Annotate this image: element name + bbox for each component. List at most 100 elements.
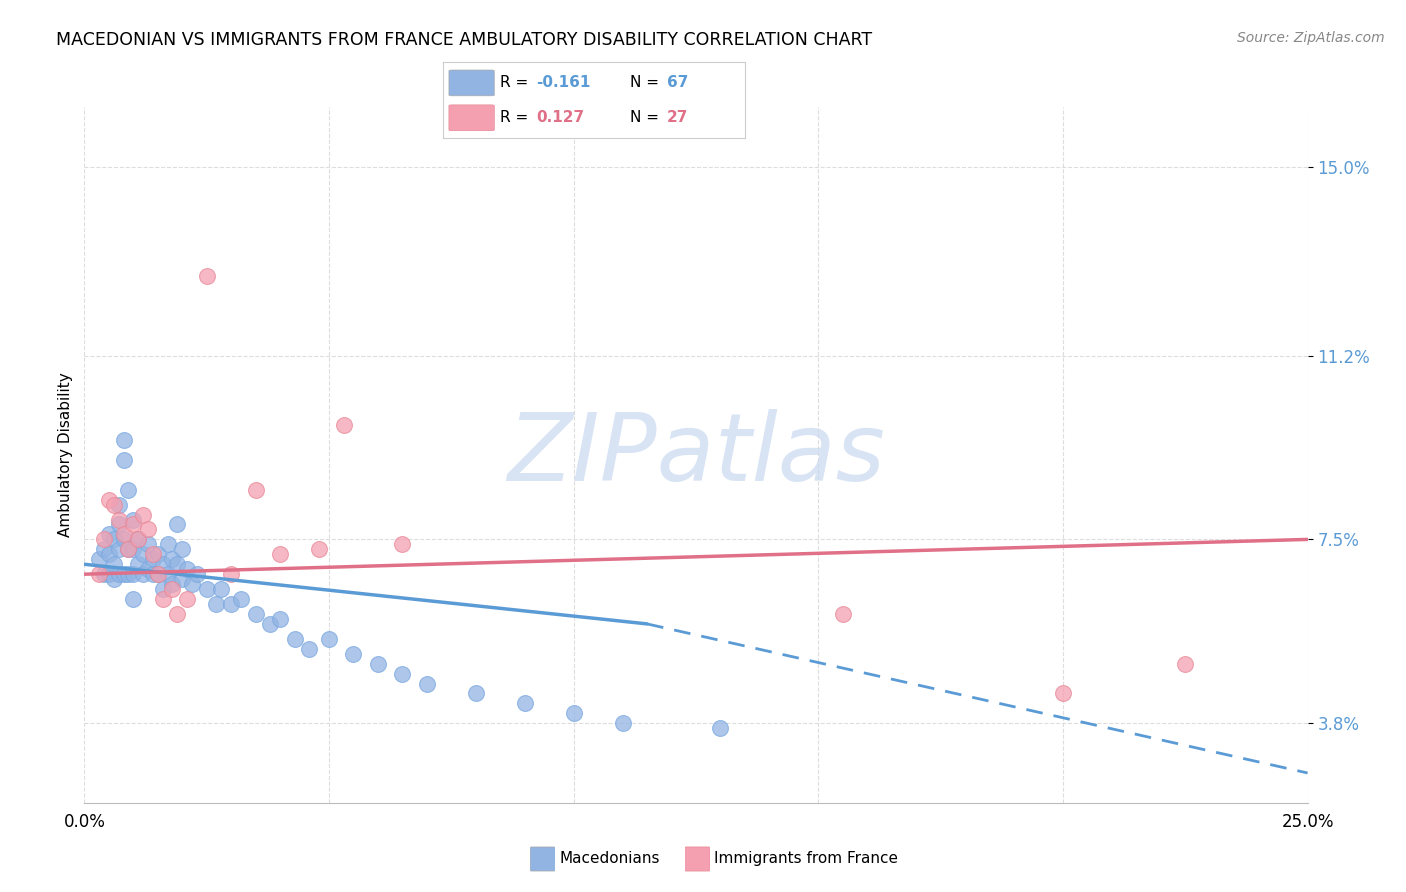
Point [416,676,439,690]
Point [176,562,198,576]
Point [308,542,330,557]
Text: -0.161: -0.161 [537,76,591,90]
Point [209,582,232,596]
Point [298,641,321,656]
Point [132,508,155,522]
Point [166,517,188,532]
Point [97,527,120,541]
Point [127,533,149,547]
Point [142,567,165,582]
Text: R =: R = [501,111,533,125]
Point [117,542,139,557]
Text: ZIPatlas: ZIPatlas [508,409,884,500]
Point [162,582,184,596]
Point [391,537,413,551]
Point [107,498,129,512]
Point [142,552,165,566]
Y-axis label: Ambulatory Disability: Ambulatory Disability [58,373,73,537]
Point [156,537,179,551]
Point [107,517,129,532]
Point [342,647,364,661]
Point [162,577,184,591]
Point [117,542,139,557]
Point [112,533,135,547]
Text: Immigrants from France: Immigrants from France [714,852,898,866]
Point [284,632,307,646]
Point [172,542,194,557]
FancyBboxPatch shape [530,847,555,871]
FancyBboxPatch shape [449,70,495,95]
Point [103,572,125,586]
Point [87,567,110,582]
Point [93,567,115,582]
Point [107,542,129,557]
Point [195,268,218,283]
Point [97,567,120,582]
Point [152,558,174,572]
Point [513,697,536,711]
Text: N =: N = [630,111,664,125]
Point [103,558,125,572]
Point [112,453,135,467]
FancyBboxPatch shape [449,105,495,130]
Point [219,567,242,582]
Point [152,592,174,607]
Point [136,523,159,537]
Text: Source: ZipAtlas.com: Source: ZipAtlas.com [1237,31,1385,45]
Point [367,657,389,671]
Point [152,582,174,596]
Point [87,552,110,566]
Text: R =: R = [501,76,533,90]
Point [107,512,129,526]
Point [136,562,159,576]
Point [166,558,188,572]
Point [132,547,155,561]
Point [245,483,267,497]
Point [195,582,218,596]
Point [612,716,634,731]
Point [156,567,179,582]
Point [122,567,145,582]
Text: MACEDONIAN VS IMMIGRANTS FROM FRANCE AMBULATORY DISABILITY CORRELATION CHART: MACEDONIAN VS IMMIGRANTS FROM FRANCE AMB… [56,31,872,49]
Text: 0.127: 0.127 [537,111,585,125]
Point [117,483,139,497]
Point [112,567,135,582]
Point [93,533,115,547]
Point [127,533,149,547]
Point [127,558,149,572]
FancyBboxPatch shape [685,847,710,871]
Point [186,567,208,582]
Point [709,721,731,735]
Point [107,567,129,582]
Point [97,492,120,507]
Point [122,517,145,532]
Point [122,542,145,557]
Point [162,552,184,566]
Point [464,686,486,700]
Point [132,567,155,582]
Point [318,632,340,646]
Point [259,616,281,631]
Point [146,547,169,561]
Point [269,547,291,561]
Point [93,542,115,557]
Point [172,572,194,586]
Point [176,592,198,607]
Point [831,607,853,621]
Text: Macedonians: Macedonians [560,852,659,866]
Text: 27: 27 [666,111,688,125]
Point [112,433,135,447]
Point [269,612,291,626]
Point [229,592,252,607]
Point [136,537,159,551]
Point [103,498,125,512]
Text: 67: 67 [666,76,688,90]
Point [245,607,267,621]
Point [122,592,145,607]
Point [181,577,204,591]
Point [112,527,135,541]
Point [332,418,354,433]
Point [562,706,585,721]
Point [219,597,242,611]
Point [146,567,169,582]
